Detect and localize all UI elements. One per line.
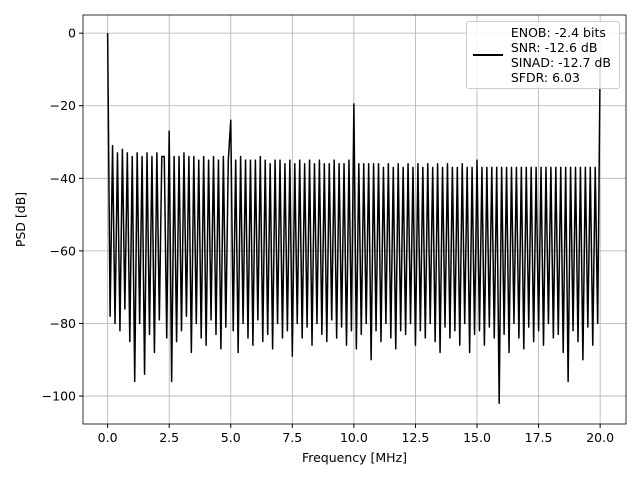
y-tick-label: −20 bbox=[50, 98, 76, 113]
x-axis-label: Frequency [MHz] bbox=[302, 450, 407, 465]
y-tick-label: 0 bbox=[68, 26, 76, 41]
y-axis-label: PSD [dB] bbox=[13, 192, 28, 247]
x-tick-label: 2.5 bbox=[159, 430, 179, 445]
y-tick-label: −40 bbox=[50, 171, 76, 186]
data-line bbox=[106, 33, 601, 405]
x-tick-label: 7.5 bbox=[282, 430, 302, 445]
y-tick-label: −80 bbox=[50, 316, 76, 331]
legend-label: ENOB: -2.4 bits SNR: -12.6 dB SINAD: -12… bbox=[510, 25, 611, 85]
x-tick-label: 0.0 bbox=[98, 430, 118, 445]
legend-swatch bbox=[472, 54, 503, 56]
x-tick-label: 15.0 bbox=[463, 430, 491, 445]
x-tick-label: 12.5 bbox=[402, 430, 430, 445]
x-tick-label: 20.0 bbox=[586, 430, 614, 445]
legend: ENOB: -2.4 bits SNR: -12.6 dB SINAD: -12… bbox=[465, 21, 620, 89]
x-tick-label: 5.0 bbox=[221, 430, 241, 445]
plot-frame bbox=[82, 14, 627, 425]
x-tick-label: 17.5 bbox=[525, 430, 553, 445]
x-tick-label: 10.0 bbox=[340, 430, 368, 445]
y-tick-label: −100 bbox=[42, 389, 76, 404]
y-tick-label: −60 bbox=[50, 243, 76, 258]
